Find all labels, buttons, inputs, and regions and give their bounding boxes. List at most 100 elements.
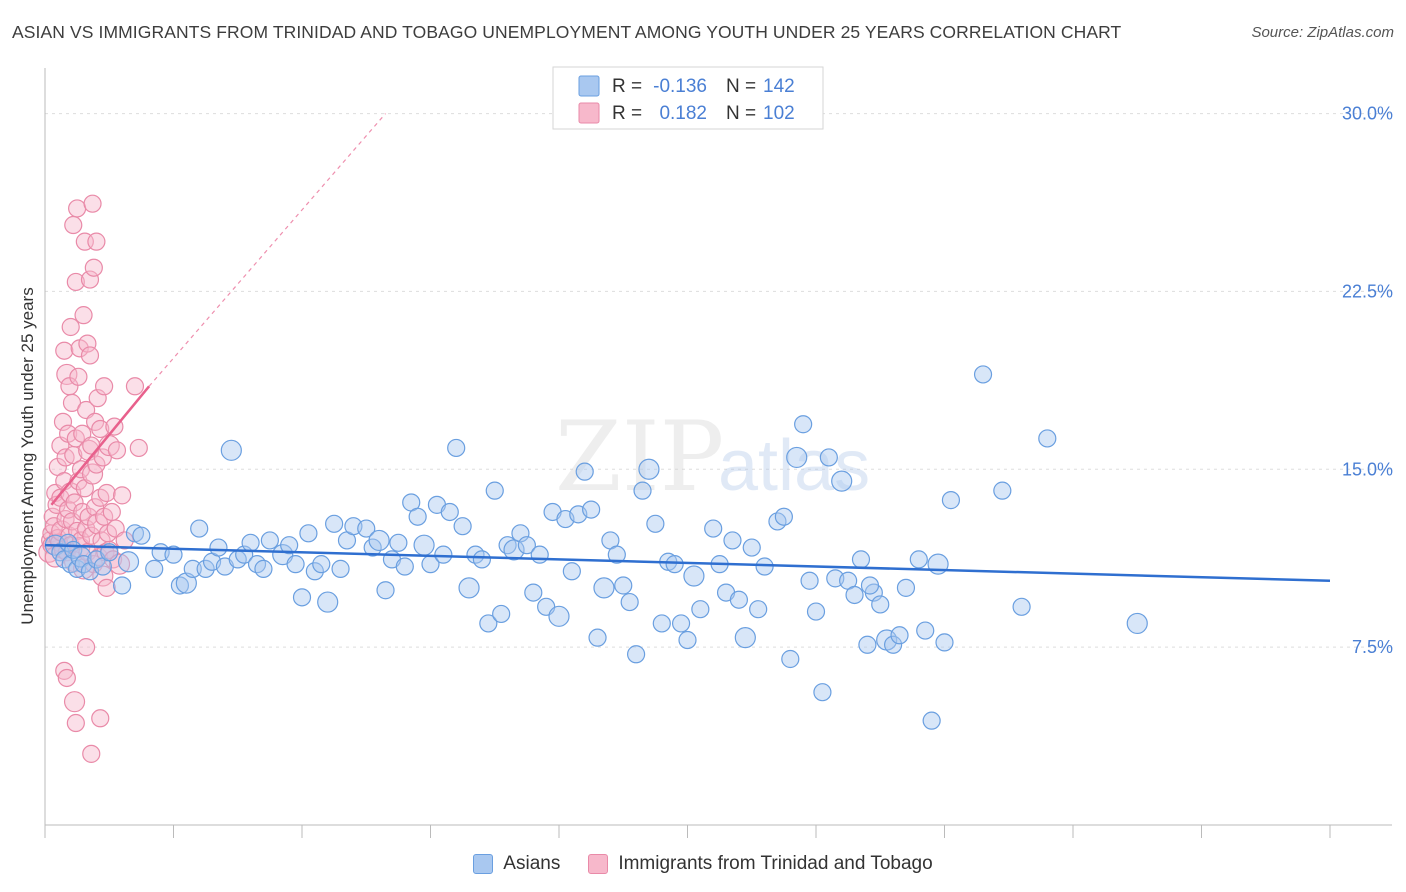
asians-point-68 [492, 604, 511, 624]
asians-point-40 [305, 562, 324, 581]
asians-point-22 [183, 559, 202, 578]
asians-point-135 [941, 491, 961, 510]
asians-point-42 [317, 591, 339, 613]
asians-point-81 [575, 462, 594, 481]
legend-label-asians: Asians [503, 853, 561, 874]
series-immigrants-points [38, 194, 148, 763]
immigrants-point-95 [129, 438, 148, 458]
gridlines [45, 113, 1392, 648]
asians-point-20 [170, 576, 190, 595]
asians-point-69 [498, 536, 517, 555]
asians-point-50 [376, 581, 395, 600]
immigrants-point-77 [92, 565, 114, 587]
asians-point-28 [220, 439, 242, 461]
y-tick-label-0: 7.5% [1352, 637, 1393, 657]
immigrants-point-40 [69, 367, 88, 386]
asians-point-14 [117, 551, 140, 573]
immigrants-point-69 [87, 455, 106, 474]
axes [44, 68, 1392, 838]
asians-point-24 [196, 559, 215, 578]
legend-item-asians[interactable]: Asians [473, 853, 560, 875]
asians-point-99 [691, 600, 710, 619]
asians-point-63 [458, 577, 480, 599]
immigrants-point-18 [55, 341, 74, 360]
asians-point-106 [742, 538, 761, 557]
asians-point-19 [164, 545, 183, 564]
asians-point-60 [440, 502, 459, 522]
series-asians-points [44, 365, 1148, 730]
stats-n-label-1: N = [726, 103, 756, 124]
asians-point-105 [734, 627, 756, 649]
asians-point-55 [408, 507, 427, 526]
asians-point-140 [1126, 612, 1148, 635]
stats-n-label-0: N = [726, 76, 756, 97]
stats-r-value-0: -0.136 [653, 76, 707, 97]
stats-r-label-0: R = [612, 76, 642, 97]
asians-point-71 [511, 524, 530, 543]
asians-point-104 [729, 590, 749, 609]
asians-point-107 [749, 600, 768, 619]
immigrants-point-102 [91, 709, 110, 728]
immigrants-point-99 [66, 713, 85, 733]
asians-point-114 [800, 571, 819, 590]
immigrants-point-64 [84, 258, 103, 277]
immigrants-point-97 [57, 668, 76, 688]
asians-point-44 [331, 559, 350, 578]
asians-point-21 [175, 572, 197, 594]
asians-point-88 [620, 592, 639, 612]
stats-swatch-immigrants [578, 102, 600, 124]
asians-point-96 [671, 614, 691, 633]
asians-point-23 [190, 519, 209, 538]
asians-point-72 [517, 536, 536, 555]
immigrants-point-54 [78, 334, 97, 353]
asians-point-39 [299, 524, 318, 543]
asians-point-100 [704, 519, 723, 538]
immigrants-point-23 [59, 500, 78, 519]
stats-r-value-1: 0.182 [659, 103, 707, 124]
asians-point-43 [325, 514, 344, 533]
immigrants-point-98 [63, 691, 86, 713]
asians-point-139 [1038, 429, 1057, 448]
asians-point-130 [909, 550, 928, 569]
stats-legend: R = -0.136 N = 142 R = 0.182 N = 102 [552, 66, 824, 130]
asians-point-84 [593, 577, 615, 599]
asians-point-77 [548, 605, 570, 627]
y-tick-labels: 7.5% 15.0% 22.5% 30.0% [1342, 104, 1393, 658]
immigrants-point-15 [53, 412, 73, 431]
asians-point-62 [453, 517, 472, 536]
watermark-zip: ZIP [555, 401, 724, 513]
legend-item-immigrants[interactable]: Immigrants from Trinidad and Tobago [588, 853, 933, 875]
asians-point-103 [723, 531, 742, 550]
asians-point-74 [530, 545, 549, 564]
y-axis-label: Unemployment Among Youth under 25 years [18, 287, 37, 624]
immigrants-point-96 [55, 661, 74, 680]
immigrants-point-81 [97, 483, 116, 503]
y-tick-label-3: 30.0% [1342, 104, 1393, 124]
immigrants-point-63 [81, 463, 104, 485]
asians-point-56 [413, 534, 435, 556]
immigrants-point-21 [56, 363, 78, 386]
asians-point-13 [112, 576, 132, 595]
immigrants-point-86 [102, 502, 121, 522]
asians-point-122 [851, 550, 871, 569]
asians-point-17 [145, 559, 164, 578]
immigrants-point-100 [77, 638, 96, 657]
asians-point-53 [395, 557, 414, 576]
asians-point-31 [241, 533, 260, 552]
asians-point-73 [524, 583, 543, 602]
chart-title: ASIAN VS IMMIGRANTS FROM TRINIDAD AND TO… [12, 22, 1122, 42]
asians-point-113 [794, 415, 813, 434]
immigrants-point-57 [79, 507, 98, 526]
asians-point-112 [786, 446, 808, 469]
immigrants-point-68 [87, 232, 106, 251]
legend-swatch-asians [473, 854, 494, 874]
watermark-atlas: atlas [718, 426, 870, 506]
asians-point-134 [935, 633, 954, 652]
immigrants-point-58 [80, 270, 100, 289]
asians-point-127 [883, 635, 903, 654]
immigrants-point-82 [97, 578, 116, 597]
asians-point-119 [831, 470, 853, 492]
asians-point-86 [607, 545, 626, 564]
asians-point-61 [447, 438, 466, 458]
asians-point-108 [755, 557, 774, 576]
